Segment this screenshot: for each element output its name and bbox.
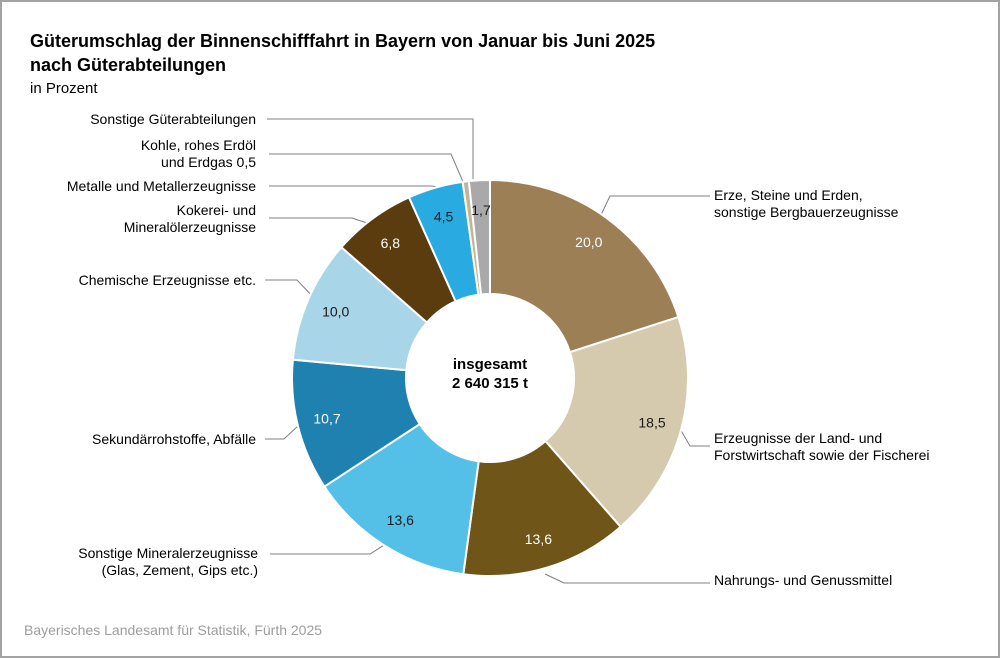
- leader-line-chemische: [265, 279, 315, 299]
- donut-value-labels: 20,0 18,5 13,6 13,6 10,7 10,0 6,8 4,5 1,7: [313, 202, 665, 547]
- segment-value-label-6: 10,0: [322, 304, 349, 320]
- donut-center-total: insgesamt 2 640 315 t: [390, 355, 590, 393]
- leader-line-nahrungsmittel: [544, 573, 710, 584]
- leader-line-kokerei: [269, 217, 371, 225]
- callout-metalle: Metalle und Metallerzeugnisse: [66, 178, 256, 194]
- title-line-2: nach Güterabteilungen: [30, 55, 227, 75]
- segment-value-label-4: 13,6: [387, 512, 414, 528]
- chart-subtitle: in Prozent: [30, 80, 98, 97]
- leader-line-sekundaerrohstoffe: [265, 424, 300, 440]
- callout-chemische-erzeugnisse: Chemische Erzeugnisse etc.: [78, 272, 256, 288]
- title-line-1: Güterumschlag der Binnenschifffahrt in B…: [30, 31, 656, 51]
- segment-value-label-1: 20,0: [575, 234, 602, 250]
- leader-line-sonstige-gueterabteilungen: [267, 118, 474, 179]
- leader-line-sonstige-mineralerzeugnisse: [270, 543, 387, 555]
- center-total-word: insgesamt: [452, 356, 528, 373]
- callout-sekundaerrohstoffe: Sekundärrohstoffe, Abfälle: [92, 431, 256, 447]
- donut-segment-3: [462, 439, 622, 577]
- donut-segments: [291, 178, 689, 577]
- callout-land-forstwirtschaft: Erzeugnisse der Land- und Forstwirtschaf…: [714, 430, 930, 463]
- leader-line-metalle: [269, 185, 443, 189]
- donut-segment-2: [543, 315, 689, 529]
- segment-value-label-7: 6,8: [381, 235, 401, 251]
- donut-segment-10: [467, 178, 491, 296]
- source-note: Bayerisches Landesamt für Statistik, Für…: [24, 622, 323, 638]
- callout-nahrungs-genussmittel: Nahrungs- und Genussmittel: [714, 572, 893, 588]
- callout-kohle-erdoel-erdgas: Kohle, rohes Erdöl und Erdgas 0,5: [140, 137, 256, 170]
- callout-sonstige-gueterabteilungen: Sonstige Güterabteilungen: [90, 111, 256, 127]
- segment-value-label-3: 13,6: [525, 531, 552, 547]
- segment-value-label-2: 18,5: [638, 415, 665, 431]
- leader-lines: [265, 118, 710, 584]
- segment-value-label-8: 4,5: [434, 209, 454, 225]
- segment-value-label-5: 10,7: [313, 411, 340, 427]
- donut-segment-1: [489, 178, 680, 354]
- callout-erze-steine-erden: Erze, Steine und Erden, sonstige Bergbau…: [714, 187, 899, 220]
- leader-line-erze: [599, 195, 710, 218]
- center-total-value: 2 640 315 t: [452, 375, 528, 392]
- callout-kokerei: Kokerei- und Mineralölerzeugnisse: [123, 202, 256, 235]
- leader-line-land-forstwirtschaft: [678, 426, 710, 447]
- page-title: Güterumschlag der Binnenschifffahrt in B…: [30, 29, 655, 101]
- leader-line-kohle: [269, 153, 465, 185]
- segment-value-label-10: 1,7: [471, 202, 491, 218]
- callout-sonstige-mineralerzeugnisse: Sonstige Mineralerzeugnisse (Glas, Zemen…: [78, 545, 258, 578]
